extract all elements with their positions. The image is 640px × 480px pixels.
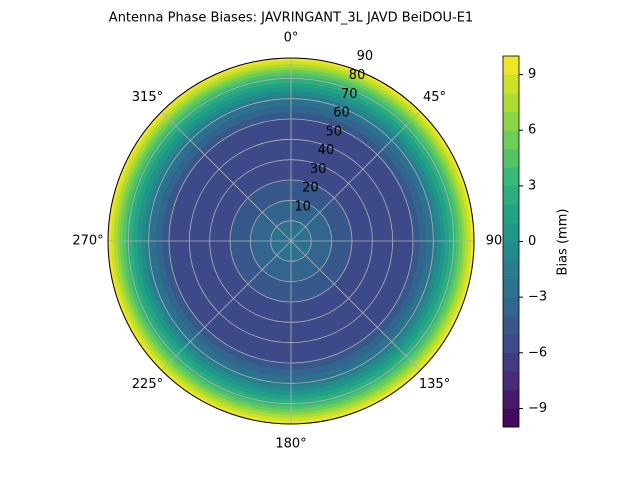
r-tick-label: 80 bbox=[349, 68, 366, 83]
colorbar-band bbox=[503, 148, 519, 168]
colorbar-band bbox=[503, 241, 519, 261]
colorbar-label: Bias (mm) bbox=[556, 209, 571, 276]
colorbar-tick-label: −3 bbox=[528, 290, 547, 305]
colorbar-band bbox=[503, 315, 519, 335]
colorbar-band bbox=[503, 185, 519, 205]
r-tick-label: 50 bbox=[325, 124, 342, 139]
colorbar-band bbox=[503, 167, 519, 187]
r-tick-label: 40 bbox=[318, 143, 335, 158]
colorbar-tick-label: 3 bbox=[528, 178, 536, 193]
grid-spoke bbox=[161, 111, 292, 242]
theta-tick-label: 180° bbox=[275, 437, 306, 452]
colorbar-band bbox=[503, 389, 519, 409]
colorbar-band bbox=[503, 111, 519, 131]
r-tick-label: 60 bbox=[333, 106, 350, 121]
r-tick-label: 90 bbox=[357, 49, 374, 64]
colorbar-band bbox=[503, 334, 519, 354]
colorbar-band bbox=[503, 260, 519, 279]
colorbar-tick-label: 0 bbox=[528, 234, 536, 249]
colorbar-band bbox=[503, 297, 519, 316]
r-tick-label: 20 bbox=[302, 181, 319, 196]
r-tick-label: 30 bbox=[310, 162, 327, 177]
theta-tick-label: 90 bbox=[486, 234, 503, 249]
colorbar-band bbox=[503, 278, 519, 298]
theta-tick-label: 225° bbox=[132, 377, 163, 392]
colorbar-band bbox=[503, 352, 519, 372]
theta-tick-label: 0° bbox=[284, 31, 299, 46]
colorbar-band bbox=[503, 93, 519, 112]
grid-spoke bbox=[290, 111, 421, 242]
grid-spoke bbox=[161, 240, 292, 371]
theta-tick-label: 45° bbox=[423, 90, 446, 105]
colorbar-band bbox=[503, 74, 519, 94]
colorbar-tick-label: 6 bbox=[528, 123, 536, 138]
colorbar-band bbox=[503, 130, 519, 150]
colorbar-band bbox=[503, 204, 519, 224]
colorbar-tick-label: −6 bbox=[528, 345, 547, 360]
grid-spoke bbox=[290, 240, 421, 371]
colorbar-band bbox=[503, 56, 519, 75]
polar-frame bbox=[107, 57, 475, 425]
colorbar-tick-label: −9 bbox=[528, 401, 547, 416]
theta-tick-label: 315° bbox=[132, 90, 163, 105]
colorbar-tick-label: 9 bbox=[528, 67, 536, 82]
theta-tick-label: 270° bbox=[72, 234, 103, 249]
r-tick-label: 10 bbox=[294, 199, 311, 214]
r-tick-label: 70 bbox=[341, 87, 358, 102]
colorbar-band bbox=[503, 371, 519, 391]
theta-tick-label: 135° bbox=[419, 377, 450, 392]
colorbar-band bbox=[503, 408, 519, 428]
colorbar-band bbox=[503, 222, 519, 242]
chart-title: Antenna Phase Biases: JAVRINGANT_3L JAVD… bbox=[109, 11, 473, 26]
